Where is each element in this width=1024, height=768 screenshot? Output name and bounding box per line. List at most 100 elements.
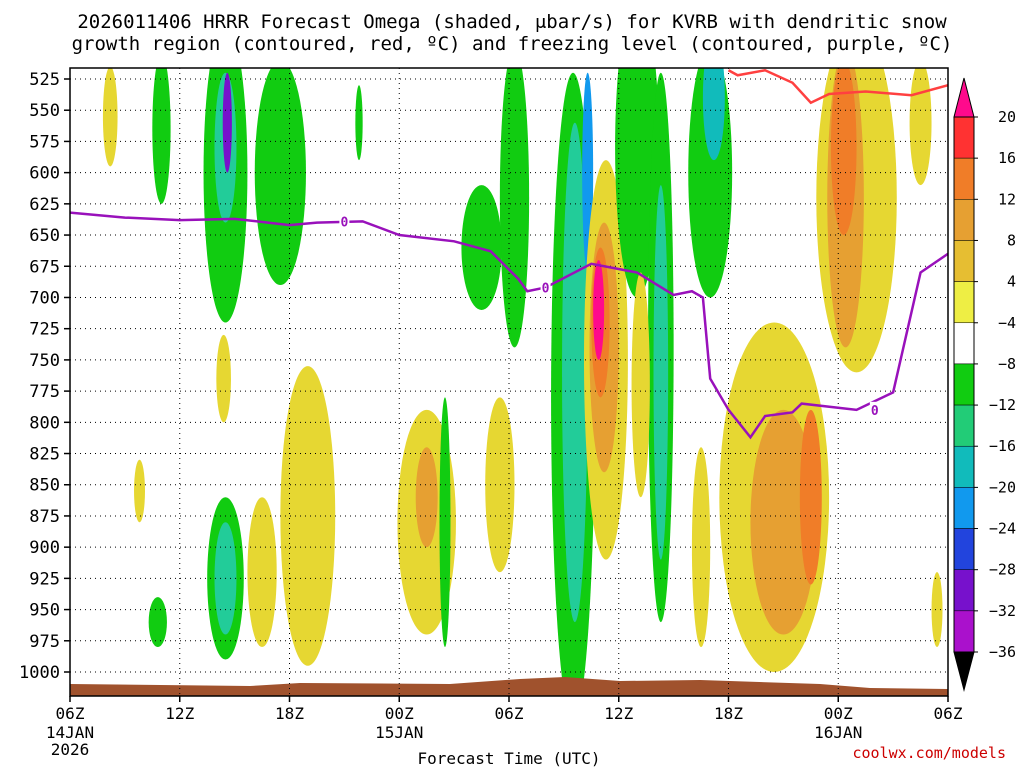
- colorbar-frame: [953, 116, 975, 653]
- dgz-contour-line: [727, 68, 948, 105]
- colorbar-label-2: 12: [998, 190, 1016, 208]
- colorbar-segment-8: [953, 445, 975, 488]
- omega-shading-layer: [102, 68, 943, 696]
- omega-area-15: [415, 447, 438, 548]
- colorbar-label-12: −32: [989, 602, 1016, 620]
- y-tick-label-675: 675: [29, 257, 60, 277]
- freezing-level-label-1: 0: [542, 281, 550, 296]
- x-axis: 06Z 12Z 18Z 00Z 06Z 12Z 18Z 00Z 06Z14JAN202615JA…: [46, 696, 963, 759]
- colorbar-segment-7: [953, 404, 975, 447]
- omega-area-35: [750, 409, 817, 635]
- colorbar-label-1: 16: [998, 149, 1016, 167]
- colorbar-segment-5: [953, 322, 975, 365]
- colorbar-bottom-arrow: [953, 651, 975, 692]
- omega-area-16: [485, 397, 515, 573]
- surface-terrain: [70, 677, 948, 696]
- y-tick-label-525: 525: [29, 70, 60, 90]
- omega-area-18: [499, 68, 530, 348]
- y-tick-label-725: 725: [29, 320, 60, 340]
- colorbar-segment-6: [953, 363, 975, 406]
- colorbar-label-7: −12: [989, 396, 1016, 414]
- y-tick-label-975: 975: [29, 632, 60, 652]
- colorbar-segment-0: [953, 116, 975, 159]
- date-label-0-1: 2026: [51, 740, 90, 759]
- y-tick-label-625: 625: [29, 195, 60, 215]
- freezing-level-label-0: 0: [340, 215, 348, 230]
- terrain-fill: [70, 677, 948, 696]
- omega-area-30: [631, 272, 650, 498]
- colorbar-segment-3: [953, 240, 975, 282]
- omega-area-13: [247, 497, 277, 648]
- x-tick-label-6: 18Z: [714, 704, 743, 723]
- omega-area-11: [148, 597, 167, 648]
- y-tick-label-700: 700: [29, 288, 60, 308]
- colorbar-segment-1: [953, 157, 975, 200]
- colorbar-segment-2: [953, 199, 975, 241]
- date-label-2-0: 16JAN: [814, 723, 862, 742]
- y-tick-label-825: 825: [29, 445, 60, 465]
- y-tick-label-1000: 1000: [19, 663, 60, 683]
- x-tick-label-3: 00Z: [385, 704, 414, 723]
- colorbar-label-9: −20: [989, 478, 1016, 496]
- y-tick-label-600: 600: [29, 164, 60, 184]
- date-label-0-0: 14JAN: [46, 723, 94, 742]
- omega-area-1: [152, 68, 171, 204]
- colorbar-label-8: −16: [989, 437, 1016, 455]
- omega-area-21: [562, 122, 588, 623]
- y-tick-label-550: 550: [29, 101, 60, 121]
- colorbar-label-11: −28: [989, 561, 1016, 579]
- freezing-level-line: [70, 211, 948, 440]
- omega-area-33: [691, 447, 711, 648]
- y-tick-label-575: 575: [29, 132, 60, 152]
- omega-area-4: [222, 72, 232, 173]
- y-tick-label-750: 750: [29, 351, 60, 371]
- omega-area-29: [653, 185, 669, 560]
- omega-area-8: [134, 459, 145, 523]
- freezing-label-bg-2: [869, 401, 880, 417]
- omega-area-0: [102, 68, 118, 167]
- x-tick-label-8: 06Z: [934, 704, 963, 723]
- colorbar-segment-11: [953, 569, 975, 612]
- omega-area-36: [799, 409, 822, 585]
- colorbar-label-3: 8: [1007, 231, 1016, 249]
- y-tick-label-650: 650: [29, 226, 60, 246]
- omega-area-40: [909, 68, 932, 186]
- x-axis-title: Forecast Time (UTC): [417, 749, 600, 768]
- y-tick-label-850: 850: [29, 476, 60, 496]
- omega-area-12: [280, 366, 336, 666]
- freezing-label-bg-1: [540, 279, 551, 295]
- colorbar-label-5: −4: [998, 314, 1016, 332]
- colorbar-label-13: −36: [989, 643, 1016, 661]
- date-label-1-0: 15JAN: [375, 723, 423, 742]
- y-tick-label-900: 900: [29, 538, 60, 558]
- chart-title-line1: 2026011406 HRRR Forecast Omega (shaded, …: [77, 11, 947, 33]
- chart-title-line2: growth region (contoured, red, ºC) and f…: [71, 33, 953, 55]
- x-tick-label-2: 18Z: [275, 704, 304, 723]
- omega-area-6: [355, 85, 363, 161]
- colorbar-top-arrow: [953, 77, 975, 118]
- contour-layer: 0 0 0: [70, 68, 948, 440]
- x-tick-label-7: 00Z: [824, 704, 853, 723]
- colorbar-label-0: 20: [998, 108, 1016, 126]
- y-tick-label-875: 875: [29, 507, 60, 527]
- colorbar-segment-12: [953, 610, 975, 653]
- colorbar-label-10: −24: [989, 520, 1016, 538]
- omega-area-17: [439, 397, 451, 648]
- colorbar-label-4: 4: [1007, 273, 1016, 291]
- colorbar: 20 16 12 8 4 −4 −8 −12 −16 −20 −24 −28 −32 −36: [953, 77, 1016, 692]
- y-tick-label-950: 950: [29, 601, 60, 621]
- omega-area-5: [254, 68, 306, 285]
- y-axis: 525 550 575 600 625 650 675 700 725 750 775 800 825 8…: [19, 70, 70, 683]
- x-tick-label-1: 12Z: [165, 704, 194, 723]
- colorbar-segment-4: [953, 281, 975, 324]
- x-tick-label-5: 12Z: [604, 704, 633, 723]
- freezing-level-label-2: 0: [871, 404, 879, 419]
- colorbar-segment-10: [953, 528, 975, 570]
- omega-area-7: [216, 334, 231, 423]
- omega-area-32: [702, 68, 725, 161]
- x-tick-label-4: 06Z: [495, 704, 524, 723]
- omega-area-39: [830, 68, 857, 236]
- y-tick-label-800: 800: [29, 413, 60, 433]
- omega-area-26: [593, 260, 605, 360]
